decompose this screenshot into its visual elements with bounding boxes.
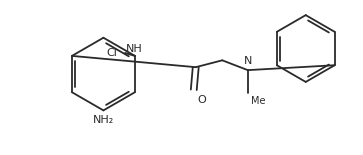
Text: N: N (244, 56, 252, 66)
Text: NH₂: NH₂ (93, 115, 114, 125)
Text: NH: NH (126, 44, 142, 54)
Text: O: O (198, 95, 207, 105)
Text: Cl: Cl (106, 48, 117, 58)
Text: Me: Me (251, 96, 265, 106)
